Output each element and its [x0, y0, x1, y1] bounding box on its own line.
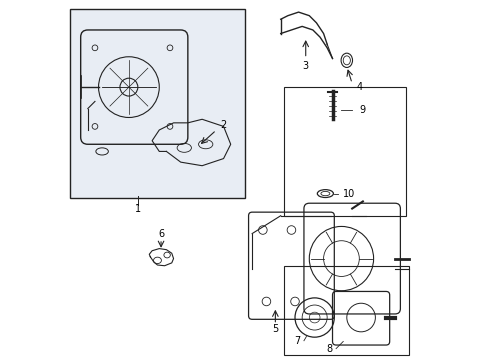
Text: 2: 2 — [220, 120, 227, 130]
Text: 3: 3 — [303, 61, 309, 71]
Text: 10: 10 — [343, 189, 355, 199]
Text: 7: 7 — [294, 337, 301, 346]
Text: 6: 6 — [158, 229, 164, 239]
Text: 1: 1 — [135, 203, 141, 213]
Text: 5: 5 — [272, 324, 278, 334]
Bar — [284, 87, 406, 216]
Text: 4: 4 — [356, 82, 363, 92]
Text: 8: 8 — [326, 343, 332, 354]
Bar — [284, 266, 409, 355]
Bar — [70, 9, 245, 198]
Text: 9: 9 — [360, 105, 366, 115]
